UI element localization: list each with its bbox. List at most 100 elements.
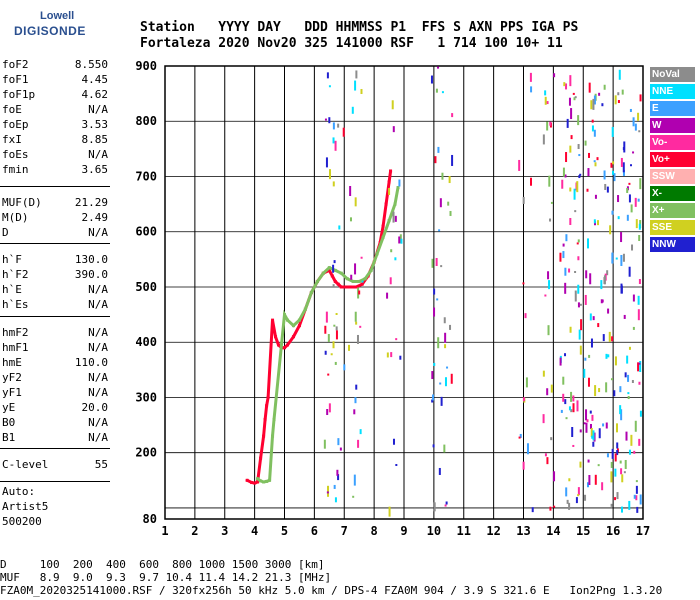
data-point xyxy=(396,186,400,190)
data-point xyxy=(360,282,364,286)
echo-mark xyxy=(437,337,440,349)
echo-mark xyxy=(444,344,447,349)
data-point xyxy=(265,479,269,483)
echo-mark xyxy=(638,279,641,285)
echo-mark xyxy=(639,494,642,505)
x-tick-label: 1 xyxy=(161,524,168,538)
echo-mark xyxy=(631,379,634,383)
echo-mark xyxy=(630,164,633,167)
echo-mark xyxy=(530,86,533,93)
data-point xyxy=(268,478,272,482)
data-point xyxy=(348,285,352,289)
data-point xyxy=(297,318,301,322)
echo-mark xyxy=(605,353,608,359)
echo-mark xyxy=(577,239,580,243)
echo-mark xyxy=(629,108,632,112)
param-name: B1 xyxy=(2,431,16,444)
echo-mark xyxy=(547,325,550,336)
echo-mark xyxy=(605,382,608,393)
echo-mark xyxy=(588,354,591,358)
param-value: 390.0 xyxy=(74,268,108,281)
echo-mark xyxy=(577,494,580,497)
param-row: foE N/A xyxy=(2,103,108,118)
echo-mark xyxy=(388,188,391,196)
echo-mark xyxy=(585,422,588,433)
echo-mark xyxy=(619,460,622,464)
echo-mark xyxy=(327,485,330,497)
echo-mark xyxy=(639,94,642,102)
echo-mark xyxy=(544,453,547,457)
echo-mark xyxy=(549,121,552,126)
echo-mark xyxy=(351,106,354,114)
x-tick-label: 4 xyxy=(251,524,258,538)
data-point xyxy=(272,418,276,422)
echo-mark xyxy=(433,307,436,317)
echo-mark xyxy=(352,495,355,498)
echo-mark xyxy=(433,362,436,366)
echo-mark xyxy=(635,219,638,229)
echo-mark xyxy=(639,178,642,190)
y-tick-label: 600 xyxy=(135,225,157,239)
echo-mark xyxy=(530,177,533,186)
echo-mark xyxy=(355,384,358,390)
param-name: foE xyxy=(2,103,22,116)
echo-mark xyxy=(593,219,596,224)
echo-mark xyxy=(620,254,623,266)
echo-mark xyxy=(620,232,623,243)
echo-mark xyxy=(435,257,438,266)
echo-mark xyxy=(620,157,623,167)
echo-mark xyxy=(574,290,577,302)
y-tick-label: 300 xyxy=(135,390,157,404)
echo-mark xyxy=(447,201,450,206)
echo-mark xyxy=(616,492,619,500)
x-tick-label: 17 xyxy=(636,524,650,538)
echo-mark xyxy=(436,298,439,301)
param-name: hmF1 xyxy=(2,341,29,354)
echo-mark xyxy=(607,354,610,358)
echo-mark xyxy=(617,195,620,203)
echo-mark xyxy=(614,453,617,462)
echo-mark xyxy=(431,399,434,403)
data-point xyxy=(245,478,249,482)
echo-mark xyxy=(323,439,326,449)
param-name: D xyxy=(2,226,9,239)
echo-mark xyxy=(564,353,567,357)
echo-mark xyxy=(399,355,402,360)
station-header: Station YYYY DAY DDD HHMMSS P1 FFS S AXN… xyxy=(140,20,578,52)
echo-mark xyxy=(440,265,443,268)
data-point xyxy=(384,202,388,206)
echo-mark xyxy=(622,169,625,176)
param-row: M(D) 2.49 xyxy=(2,211,108,226)
data-point xyxy=(369,268,373,272)
echo-mark xyxy=(518,159,521,171)
data-point xyxy=(283,313,286,317)
param-row: D N/A xyxy=(2,226,108,241)
echo-mark xyxy=(444,377,447,387)
echo-mark xyxy=(324,118,327,121)
echo-mark xyxy=(542,134,545,145)
data-point xyxy=(250,481,254,485)
echo-mark xyxy=(613,390,616,397)
echo-mark xyxy=(448,176,451,184)
param-row: fxI 8.85 xyxy=(2,133,108,148)
param-name: M(D) xyxy=(2,211,29,224)
param-value: N/A xyxy=(88,326,108,339)
echo-mark xyxy=(627,396,630,400)
echo-mark xyxy=(611,252,614,264)
echo-mark xyxy=(546,388,549,396)
echo-mark xyxy=(614,95,617,105)
echo-mark xyxy=(334,361,337,365)
param-name: hmF2 xyxy=(2,326,29,339)
echo-mark xyxy=(618,69,621,80)
echo-mark xyxy=(562,393,565,402)
param-value: 8.85 xyxy=(81,133,109,146)
data-point xyxy=(339,271,343,275)
echo-mark xyxy=(559,357,562,366)
x-tick-label: 7 xyxy=(341,524,348,538)
echo-mark xyxy=(334,140,337,151)
echo-mark xyxy=(579,429,582,433)
echo-mark xyxy=(601,299,604,303)
echo-mark xyxy=(568,97,571,106)
echo-mark xyxy=(588,474,591,485)
